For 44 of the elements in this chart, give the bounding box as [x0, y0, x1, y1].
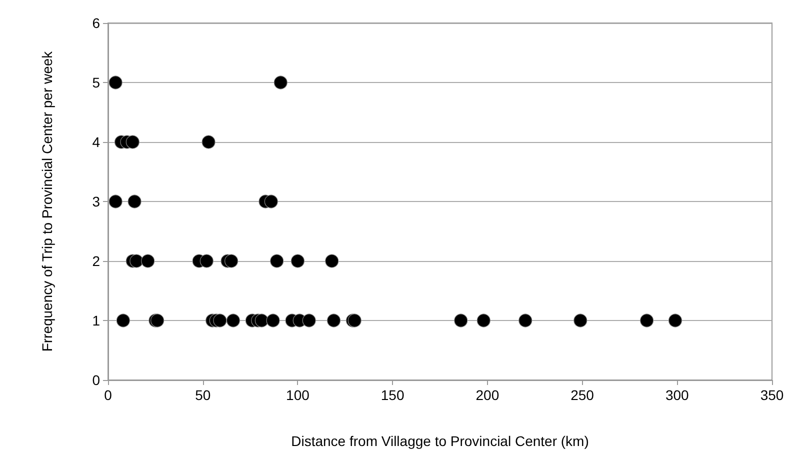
point [108, 76, 122, 90]
y-tick-label: 4 [92, 134, 100, 150]
x-axis-title: Distance from Villagge to Provincial Center (km) [291, 433, 589, 449]
point [264, 194, 278, 208]
y-tick-label: 5 [92, 74, 100, 90]
point [640, 314, 654, 328]
point [224, 254, 238, 268]
point [108, 194, 122, 208]
point [226, 314, 240, 328]
y-axis-title: Frrequency of Trip to Provincial Center per week [39, 50, 55, 352]
y-tick-label: 2 [92, 253, 100, 269]
point [326, 314, 341, 328]
point [574, 314, 588, 328]
point [274, 76, 288, 90]
point [126, 135, 140, 149]
x-tick-label: 0 [104, 387, 112, 403]
point [270, 254, 284, 268]
point [200, 254, 214, 268]
point [325, 254, 339, 268]
x-tick-label: 200 [476, 387, 500, 403]
x-tick-label: 300 [665, 387, 690, 403]
point [668, 314, 682, 328]
x-tick-label: 350 [760, 387, 784, 403]
point [130, 254, 144, 268]
y-tick-label: 3 [92, 194, 100, 210]
x-tick-label: 50 [195, 387, 211, 403]
y-tick-label: 1 [92, 312, 100, 328]
point [213, 314, 227, 328]
point [454, 314, 468, 328]
point [476, 314, 490, 328]
point [254, 314, 268, 328]
point [518, 314, 532, 328]
x-tick-label: 250 [570, 387, 594, 403]
y-tick-label: 0 [92, 372, 100, 388]
x-tick-label: 100 [286, 387, 310, 403]
x-tick-label: 150 [380, 387, 404, 403]
point [266, 314, 280, 328]
point [302, 314, 316, 328]
point [116, 314, 130, 328]
point [202, 135, 216, 149]
y-tick-label: 6 [92, 15, 100, 31]
point [290, 254, 305, 268]
point [128, 194, 142, 208]
point [141, 254, 155, 268]
